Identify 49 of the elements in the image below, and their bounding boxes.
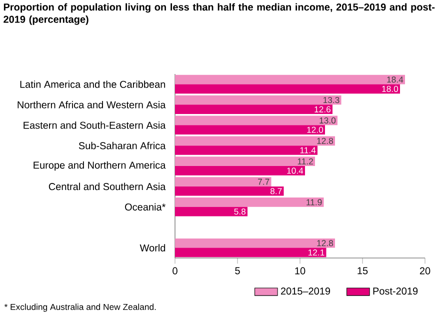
- data-label: 18.0: [382, 86, 398, 92]
- y-tick-label: Latin America and the Caribbean: [20, 80, 166, 88]
- bar: [175, 146, 318, 155]
- legend-label: 2015–2019: [280, 288, 330, 295]
- bar: [175, 238, 336, 248]
- y-tick-label: Europe and Northern America: [34, 161, 166, 171]
- data-label: 13.0: [320, 117, 336, 124]
- bar: [175, 198, 324, 207]
- x-tick-label: 10: [295, 267, 306, 274]
- bar: [175, 95, 342, 105]
- data-label: 8.7: [270, 188, 282, 194]
- chart-title: Proportion of population living on less than half the median income, 2015–2019 and post-2019 (percentage): [4, 3, 435, 25]
- bar: [175, 206, 248, 216]
- bar: [175, 177, 272, 186]
- bar: [175, 166, 306, 176]
- y-tick-label: Oceania*: [125, 203, 166, 211]
- data-label: 11.4: [300, 147, 316, 154]
- y-tick-label: Northern Africa and Western Asia: [18, 101, 166, 108]
- bar: [175, 125, 326, 134]
- data-label: 7.7: [258, 178, 270, 185]
- bar: [175, 84, 400, 94]
- y-tick-label: Eastern and South-Eastern Asia: [24, 121, 166, 129]
- x-tick-label: 0: [172, 267, 178, 274]
- data-label: 12.8: [317, 240, 334, 246]
- x-tick-label: 15: [358, 267, 368, 274]
- y-tick-label: Sub-Saharan Africa: [78, 142, 166, 150]
- x-tick-label: 20: [420, 267, 430, 274]
- data-label: 11.9: [306, 199, 322, 206]
- bar: [175, 136, 336, 146]
- data-label: 10.4: [287, 168, 304, 174]
- data-label: 5.8: [234, 208, 246, 215]
- bar: [175, 116, 338, 126]
- data-label: 18.4: [387, 76, 404, 83]
- bar: [175, 104, 333, 114]
- data-label: 12.0: [307, 126, 324, 133]
- data-label: 12.6: [314, 106, 331, 112]
- bar: [175, 248, 326, 258]
- bar: [175, 74, 406, 84]
- text: * Excluding Australia and New Zealand.: [4, 304, 156, 312]
- data-label: 12.8: [317, 138, 334, 144]
- legend-label: Post-2019: [373, 288, 418, 295]
- x-tick-label: 5: [235, 267, 240, 274]
- data-label: 11.2: [298, 158, 313, 164]
- y-tick-label: Central and Southern Asia: [48, 182, 166, 190]
- data-label: 12.1: [308, 249, 324, 256]
- data-label: 13.3: [323, 96, 340, 104]
- bar: [175, 156, 316, 166]
- y-tick-label: World: [140, 244, 166, 252]
- bar: [175, 186, 284, 196]
